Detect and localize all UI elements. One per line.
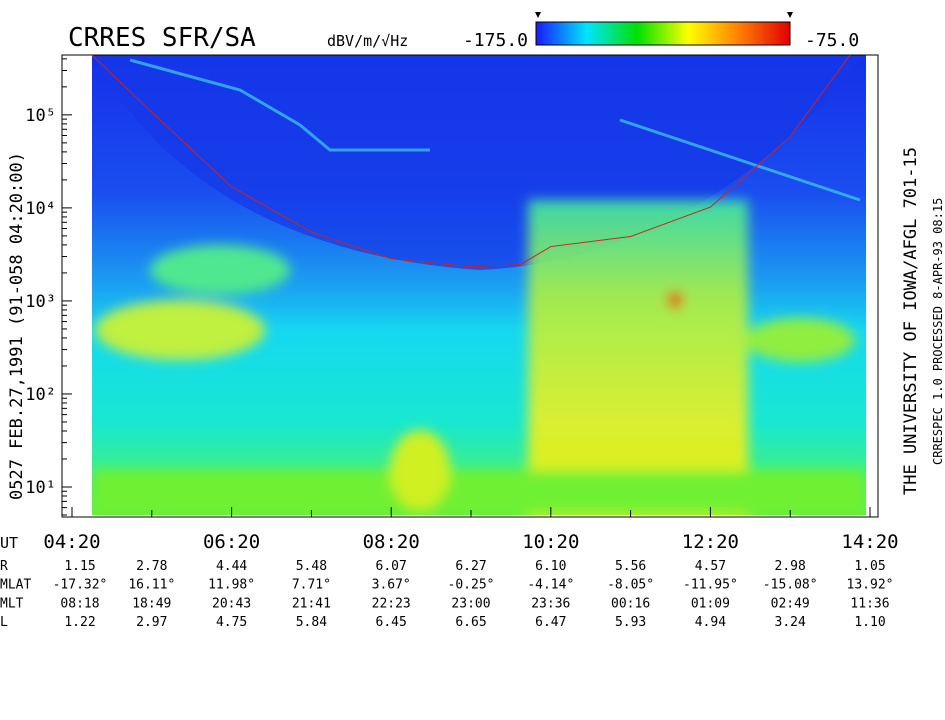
ephemeris-value: 02:49 bbox=[771, 596, 810, 611]
ephemeris-value: 6.65 bbox=[455, 615, 486, 630]
ephemeris-value: 4.44 bbox=[216, 559, 247, 574]
ephemeris-value: -17.32° bbox=[53, 578, 108, 593]
x-tick-label: 12:20 bbox=[682, 531, 739, 553]
x-tick-label: 06:20 bbox=[203, 531, 260, 553]
ephemeris-value: 00:16 bbox=[611, 596, 650, 611]
ephemeris-value: 7.71° bbox=[292, 578, 331, 593]
ephemeris-row-label: MLAT bbox=[0, 578, 31, 593]
ephemeris-row-label: MLT bbox=[0, 596, 24, 611]
y-tick-label: 10³ bbox=[25, 292, 56, 312]
x-tick-label: 08:20 bbox=[363, 531, 420, 553]
ephemeris-value: 4.75 bbox=[216, 615, 247, 630]
ephemeris-value: 5.56 bbox=[615, 559, 646, 574]
ephemeris-value: -15.08° bbox=[763, 578, 818, 593]
colorbar-unit: dBV/m/√Hz bbox=[327, 32, 408, 50]
ephemeris-value: -11.95° bbox=[683, 578, 738, 593]
ephemeris-value: 23:00 bbox=[451, 596, 490, 611]
ephemeris-value: -4.14° bbox=[527, 578, 574, 593]
ephemeris-value: 5.84 bbox=[296, 615, 327, 630]
ephemeris-value: 20:43 bbox=[212, 596, 251, 611]
left-caption: 0527 FEB.27,1991 (91-058 04:20:00) bbox=[7, 152, 27, 500]
ephemeris-value: 08:18 bbox=[60, 596, 99, 611]
chart-title: CRRES SFR/SA bbox=[68, 23, 256, 53]
x-tick-label: 14:20 bbox=[841, 531, 898, 553]
ephemeris-value: 2.98 bbox=[775, 559, 806, 574]
ephemeris-value: 21:41 bbox=[292, 596, 331, 611]
colorbar-tick-label: -175.0 bbox=[463, 30, 528, 51]
colorbar bbox=[535, 21, 791, 46]
gyrofrequency-line bbox=[92, 55, 851, 268]
y-tick-label: 10² bbox=[25, 385, 56, 405]
ut-label: UT bbox=[0, 534, 18, 552]
ephemeris-value: 11:36 bbox=[850, 596, 889, 611]
ephemeris-value: 1.05 bbox=[854, 559, 885, 574]
ephemeris-value: 1.15 bbox=[64, 559, 95, 574]
right-caption: THE UNIVERSITY OF IOWA/AFGL 701-15 bbox=[901, 147, 921, 495]
ephemeris-value: 6.10 bbox=[535, 559, 566, 574]
ephemeris-value: 2.78 bbox=[136, 559, 167, 574]
ephemeris-row-label: R bbox=[0, 559, 8, 574]
ephemeris-value: 1.22 bbox=[64, 615, 95, 630]
ephemeris-row-label: L bbox=[0, 615, 8, 630]
y-tick-label: 10¹ bbox=[25, 478, 56, 498]
y-tick-label: 10⁴ bbox=[25, 199, 56, 219]
ephemeris-value: 18:49 bbox=[132, 596, 171, 611]
ephemeris-value: 3.24 bbox=[775, 615, 806, 630]
ephemeris-value: 5.48 bbox=[296, 559, 327, 574]
plot-frame bbox=[61, 54, 879, 518]
y-tick-label: 10⁵ bbox=[25, 106, 56, 126]
colorbar-tick-label: -75.0 bbox=[805, 30, 859, 51]
ephemeris-value: 11.98° bbox=[208, 578, 255, 593]
ephemeris-value: 6.45 bbox=[376, 615, 407, 630]
ephemeris-value: 6.27 bbox=[455, 559, 486, 574]
ephemeris-value: 22:23 bbox=[372, 596, 411, 611]
right-caption-2: CRRESPEC 1.0 PROCESSED 8-APR-93 08:15 bbox=[931, 198, 945, 465]
ephemeris-value: 13.92° bbox=[847, 578, 894, 593]
ephemeris-value: 3.67° bbox=[372, 578, 411, 593]
ephemeris-value: -0.25° bbox=[448, 578, 495, 593]
ephemeris-value: 01:09 bbox=[691, 596, 730, 611]
ephemeris-value: 16.11° bbox=[128, 578, 175, 593]
colorbar-marker bbox=[535, 12, 793, 18]
ephemeris-value: 4.57 bbox=[695, 559, 726, 574]
x-tick-label: 10:20 bbox=[522, 531, 579, 553]
ephemeris-value: 23:36 bbox=[531, 596, 570, 611]
spectrogram-image bbox=[92, 55, 866, 515]
ephemeris-value: 4.94 bbox=[695, 615, 726, 630]
ephemeris-value: 6.07 bbox=[376, 559, 407, 574]
ephemeris-value: 2.97 bbox=[136, 615, 167, 630]
ephemeris-value: -8.05° bbox=[607, 578, 654, 593]
ephemeris-value: 1.10 bbox=[854, 615, 885, 630]
ephemeris-value: 6.47 bbox=[535, 615, 566, 630]
x-tick-label: 04:20 bbox=[43, 531, 100, 553]
ephemeris-value: 5.93 bbox=[615, 615, 646, 630]
